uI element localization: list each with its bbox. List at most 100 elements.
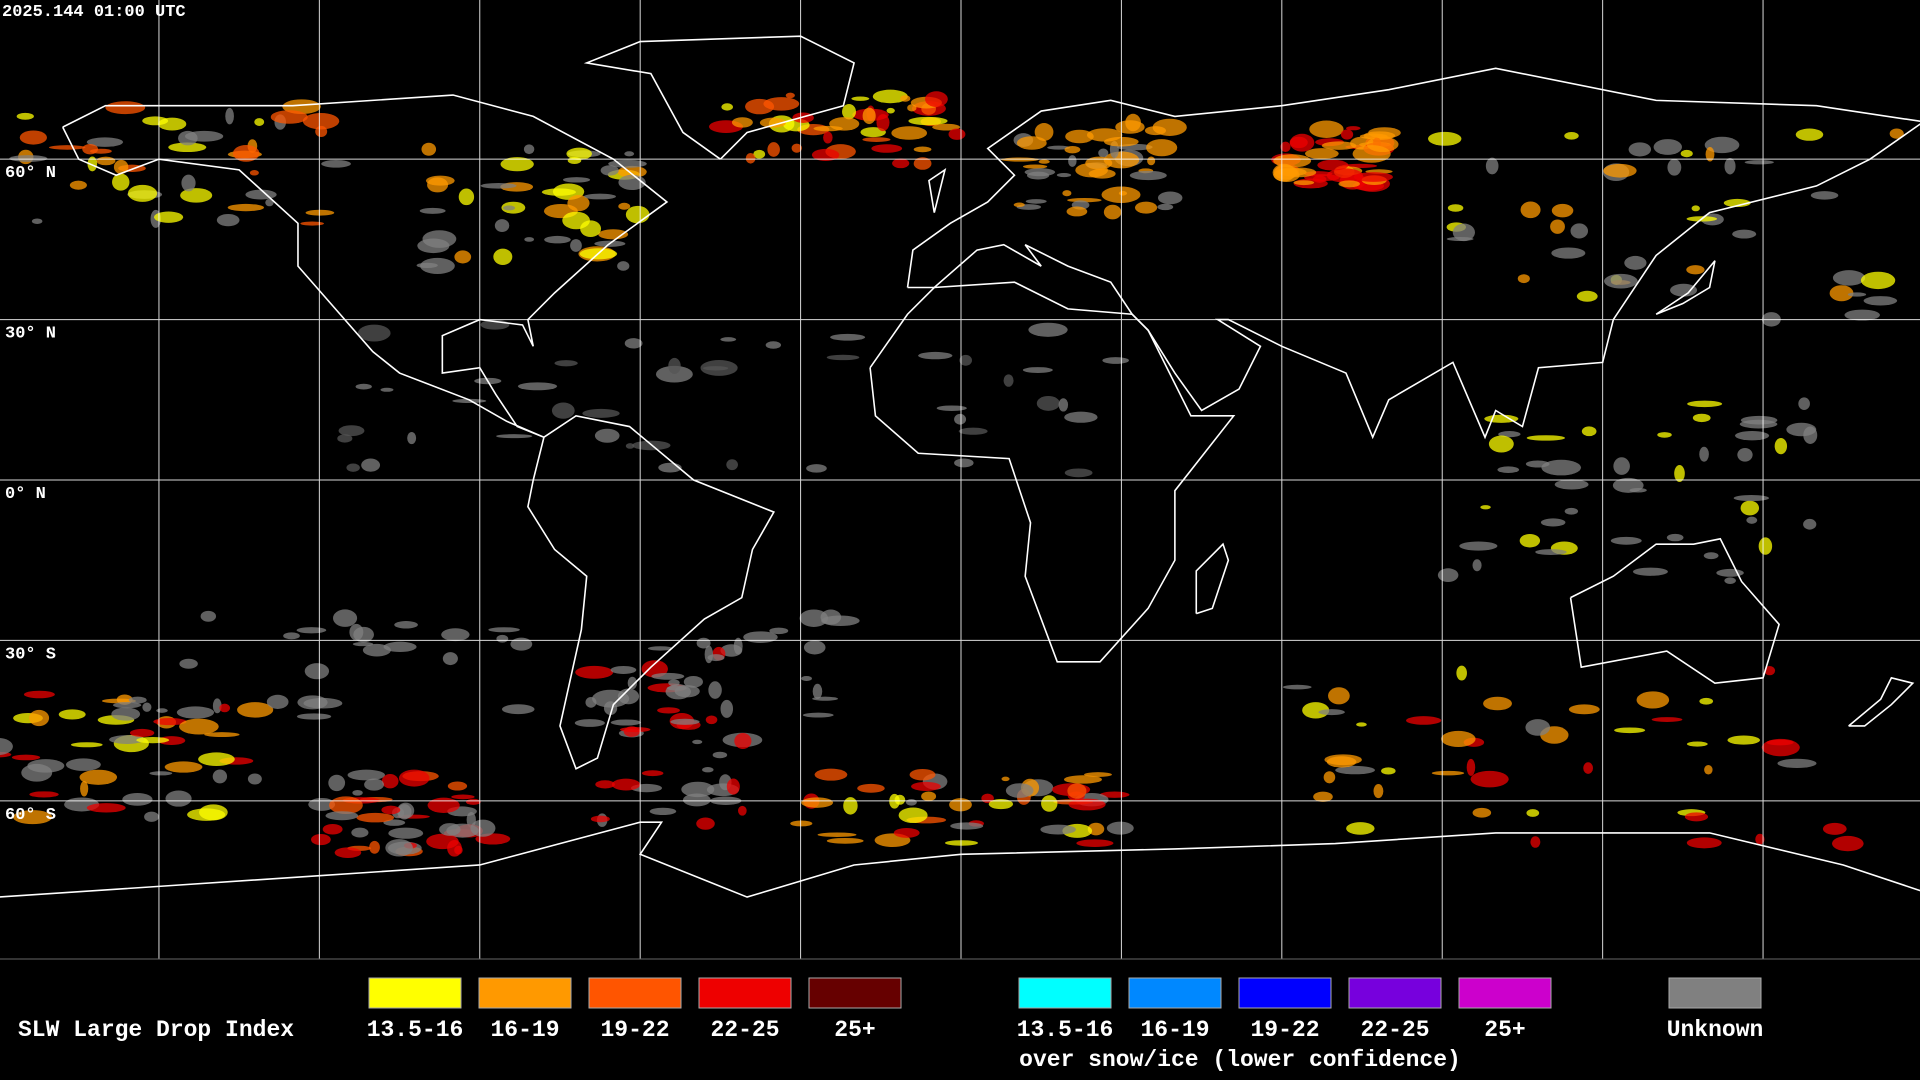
cloud-patch (1134, 201, 1158, 214)
cloud-patch (1632, 567, 1668, 576)
cloud-patch (334, 847, 362, 858)
cloud-patch (1692, 413, 1711, 423)
cloud-patch (1541, 459, 1582, 476)
cloud-patch (1118, 191, 1128, 196)
cloud-patch (1062, 190, 1072, 197)
cloud-patch (1517, 274, 1530, 284)
cloud-patch (80, 780, 89, 797)
cloud-patch (503, 205, 516, 211)
cloud-patch (551, 402, 575, 419)
cloud-patch (1526, 435, 1566, 441)
cloud-patch (682, 793, 711, 807)
cloud-patch (1063, 775, 1102, 784)
cloud-patch (720, 699, 734, 718)
cloud-patch (227, 203, 264, 212)
cloud-patch (791, 143, 802, 153)
cloud-patch (225, 107, 234, 125)
cloud-patch (1157, 191, 1183, 205)
cloud-patch (598, 229, 629, 240)
cloud-patch (212, 698, 222, 714)
cloud-patch (1716, 568, 1744, 577)
cloud-patch (1520, 201, 1541, 219)
cloud-patch (1610, 536, 1642, 545)
cloud-patch (470, 819, 496, 837)
cloud-patch (480, 182, 517, 189)
cloud-patch (109, 735, 145, 744)
cloud-patch (1786, 422, 1817, 437)
cloud-patch (1535, 549, 1567, 556)
cloud-patch (769, 627, 789, 635)
cloud-patch (1570, 223, 1589, 239)
cloud-patch (1125, 113, 1141, 132)
cloud-patch (954, 458, 974, 468)
legend-label: 16-19 (1140, 1017, 1209, 1043)
cloud-patch (31, 218, 43, 224)
cloud-patch (1889, 128, 1904, 139)
cloud-patch (894, 794, 906, 805)
cloud-patch (1822, 822, 1847, 835)
cloud-patch (1056, 173, 1072, 178)
cloud-patch (1068, 798, 1106, 811)
cloud-patch (738, 805, 747, 816)
cloud-patch (1428, 131, 1462, 146)
cloud-patch (349, 623, 364, 641)
cloud-patch (1680, 149, 1693, 158)
cloud-patch (908, 116, 948, 126)
cloud-patch (594, 428, 620, 443)
cloud-patch (111, 707, 141, 721)
cloud-patch (355, 383, 372, 390)
cloud-patch (851, 96, 870, 101)
cloud-patch (745, 98, 775, 115)
cloud-patch (142, 116, 169, 126)
legend-label: 22-25 (1360, 1017, 1429, 1043)
cloud-patch (1356, 722, 1367, 727)
cloud-patch (356, 812, 395, 823)
cloud-patch (1705, 147, 1715, 162)
cloud-patch (1472, 559, 1482, 572)
cloud-patch (1739, 419, 1778, 429)
cloud-patch (86, 803, 126, 813)
cloud-patch (1058, 398, 1069, 412)
cloud-patch (1629, 487, 1647, 493)
cloud-patch (1346, 822, 1375, 835)
cloud-patch (891, 126, 928, 140)
cloud-patch (1076, 839, 1114, 847)
cloud-patch (1624, 255, 1647, 270)
cloud-patch (1550, 219, 1565, 234)
cloud-patch (254, 118, 265, 126)
cloud-patch (575, 665, 614, 679)
legend-swatch (698, 977, 792, 1009)
cloud-patch (1723, 198, 1751, 208)
cloud-patch (1368, 127, 1401, 139)
cloud-patch (1129, 170, 1167, 181)
cloud-patch (911, 781, 941, 791)
legend-swatch (588, 977, 682, 1009)
cloud-patch (1025, 199, 1047, 204)
coastline (61, 94, 669, 438)
cloud-patch (165, 790, 192, 807)
cloud-patch (383, 641, 417, 652)
cloud-patch (381, 773, 399, 789)
cloud-patch (1326, 756, 1357, 768)
cloud-patch (1628, 142, 1652, 157)
cloud-patch (333, 609, 358, 627)
legend-swatch (808, 977, 902, 1009)
cloud-patch (1480, 505, 1491, 510)
cloud-patch (641, 770, 664, 777)
cloud-patch (1431, 770, 1465, 776)
cloud-patch (153, 211, 184, 223)
cloud-patch (1657, 432, 1672, 438)
cloud-patch (369, 840, 380, 854)
cloud-patch (82, 143, 99, 155)
cloud-patch (347, 769, 386, 781)
cloud-patch (48, 145, 86, 150)
cloud-patch (380, 387, 394, 392)
cloud-patch (1340, 129, 1354, 140)
cloud-patch (1102, 357, 1129, 364)
cloud-patch (610, 665, 637, 674)
legend-swatch (368, 977, 462, 1009)
cloud-patch (1446, 236, 1474, 242)
cloud-patch (176, 706, 215, 719)
cloud-patch (1441, 730, 1476, 747)
cloud-patch (16, 112, 34, 120)
